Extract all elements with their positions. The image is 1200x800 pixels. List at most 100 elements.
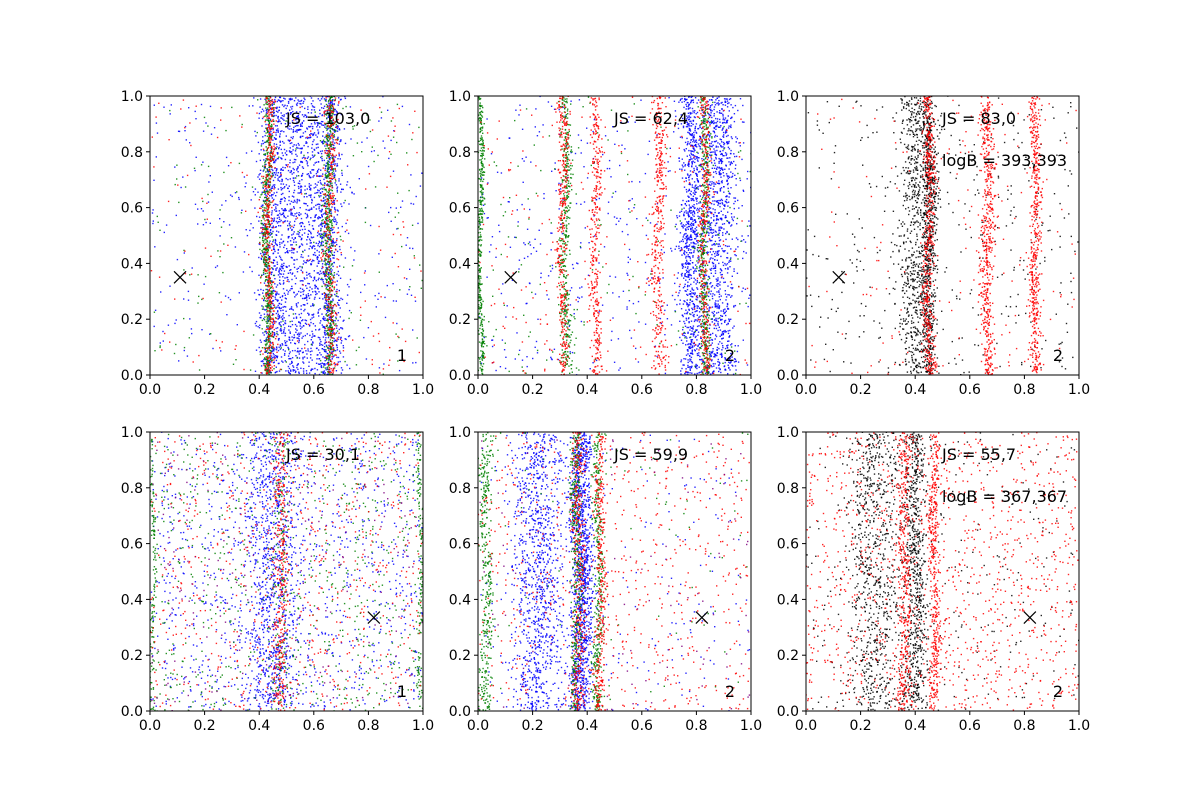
data-point [271,293,273,296]
data-point [323,112,325,114]
data-point [267,234,269,236]
data-point [323,196,325,199]
data-point [268,204,271,206]
data-point [326,200,328,203]
data-point [175,319,177,321]
data-point [322,213,325,215]
data-point [330,131,332,133]
data-point [324,199,326,201]
data-point [273,245,275,247]
data-point [291,212,293,215]
data-point [310,125,312,128]
data-point [311,225,314,227]
data-point [333,129,335,131]
data-point [349,186,351,189]
data-point [272,107,275,109]
data-point [694,246,696,248]
data-point [308,297,311,299]
data-point [264,259,267,262]
data-point [268,168,271,171]
data-point [329,239,331,241]
data-point [273,198,275,201]
data-point [284,208,286,210]
data-point [274,239,277,242]
data-point [157,221,159,223]
data-point [252,105,254,107]
data-point [326,137,328,140]
data-point [329,145,331,147]
data-point [288,329,290,331]
data-point [291,137,294,140]
data-point [696,325,699,328]
data-point [263,251,266,253]
data-point [255,320,258,323]
data-point [316,249,318,252]
data-point [292,233,295,235]
data-point [275,147,277,150]
data-point [280,330,282,332]
data-point [327,329,329,331]
data-point [287,127,289,129]
data-point [258,256,260,259]
data-point [293,215,295,217]
data-point [315,192,318,194]
data-point [314,325,316,327]
data-point [301,234,303,236]
data-point [334,311,337,314]
data-point [278,106,281,108]
data-point [317,151,319,154]
data-point [306,287,308,289]
data-point [324,136,326,139]
data-point [328,269,331,271]
data-point [302,167,305,169]
data-point [724,319,727,322]
data-point [344,199,346,202]
data-point [319,182,322,184]
data-point [264,223,266,225]
data-point [332,158,334,160]
data-point [320,199,322,201]
data-point [272,310,275,312]
data-point [309,188,311,191]
data-point [279,267,281,269]
data-point [328,210,331,213]
data-point [365,358,368,360]
data-point [401,200,404,202]
data-point [263,282,266,284]
data-point [265,259,267,261]
data-point [305,323,308,325]
data-point [314,123,316,125]
data-point [358,346,360,348]
data-point [338,102,340,104]
data-point [334,131,336,133]
data-point [370,320,372,323]
data-point [327,268,329,271]
data-point [331,229,333,232]
data-point [280,186,282,189]
data-point [269,125,272,127]
data-point [293,337,295,339]
data-point [272,252,274,255]
data-point [260,257,262,259]
data-point [307,260,309,262]
data-point [337,303,339,306]
data-point [271,359,274,361]
data-point [387,135,390,137]
data-point [333,328,336,330]
data-point [306,163,308,165]
data-point [153,104,155,106]
data-point [332,107,335,110]
data-point [273,114,275,117]
data-point [289,178,291,180]
data-point [187,299,190,301]
data-point [266,298,268,300]
data-point [337,227,339,229]
data-point [322,236,324,238]
data-point [328,307,330,310]
data-point [324,360,326,362]
data-point [260,207,262,210]
data-point [318,328,321,330]
data-point [273,217,276,219]
data-point [264,272,267,275]
data-point [316,265,318,267]
